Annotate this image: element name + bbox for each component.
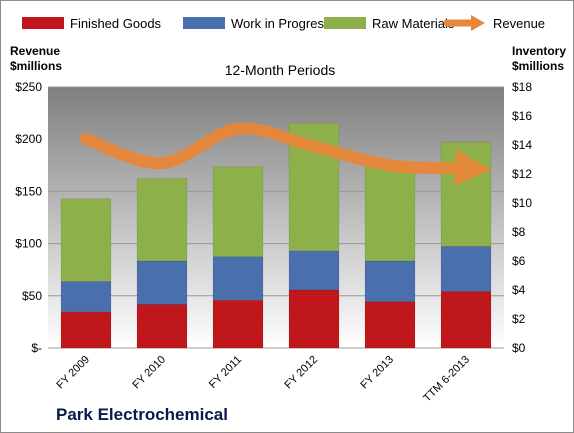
bar-raw-materials: [364, 163, 416, 262]
company-name: Park Electrochemical: [56, 405, 228, 424]
right-tick-label: $0: [512, 341, 526, 355]
left-axis-title: Revenue $millions: [10, 44, 62, 74]
right-tick-label: $2: [512, 312, 526, 326]
bar-finished-goods: [288, 289, 340, 349]
revenue-line: [80, 122, 492, 186]
left-tick-label: $200: [15, 132, 42, 146]
bar-work-in-progress: [60, 281, 112, 312]
left-tick-label: $250: [15, 80, 42, 94]
left-axis-title-line2: $millions: [10, 59, 63, 73]
left-tick-label: $50: [22, 289, 42, 303]
chart-title: 12-Month Periods: [225, 62, 336, 78]
bar-finished-goods: [440, 291, 492, 349]
x-tick-label: FY 2013: [358, 354, 396, 392]
right-tick-label: $18: [512, 80, 532, 94]
x-tick-label: FY 2012: [282, 354, 320, 392]
left-tick-label: $150: [15, 184, 42, 198]
legend-swatch: [22, 17, 64, 29]
legend-label: Revenue: [493, 16, 545, 31]
legend-swatch: [183, 17, 225, 29]
bar-work-in-progress: [136, 260, 188, 305]
legend-label: Raw Materials: [372, 16, 455, 31]
plot-area: [48, 87, 504, 348]
legend-label: Work in Progress: [231, 16, 331, 31]
bar-raw-materials: [440, 141, 492, 247]
legend-swatch: [324, 17, 366, 29]
right-tick-label: $8: [512, 225, 526, 239]
right-axis-title: Inventory $millions: [512, 44, 567, 74]
left-axis-ticks: $- $50 $100 $150 $200 $250: [15, 80, 42, 355]
legend-label: Finished Goods: [70, 16, 162, 31]
left-tick-label: $100: [15, 237, 42, 251]
left-axis-title-line1: Revenue: [10, 44, 61, 58]
right-tick-label: $14: [512, 138, 532, 152]
bar-raw-materials: [60, 198, 112, 282]
legend: Finished Goods Work in Progress Raw Materi…: [22, 15, 545, 31]
bar-finished-goods: [136, 304, 188, 349]
right-tick-label: $10: [512, 196, 532, 210]
left-tick-label: $-: [31, 341, 42, 355]
x-tick-label: FY 2010: [130, 354, 168, 392]
x-tick-label: FY 2009: [54, 354, 92, 392]
right-axis-ticks: $0 $2 $4 $6 $8 $10 $12 $14 $16 $18: [512, 80, 532, 355]
bar-work-in-progress: [440, 246, 492, 292]
right-tick-label: $4: [512, 283, 526, 297]
bar-work-in-progress: [288, 250, 340, 291]
bar-raw-materials: [136, 178, 188, 262]
bar-finished-goods: [364, 301, 416, 349]
legend-arrow-icon: [471, 15, 485, 31]
right-tick-label: $16: [512, 109, 532, 123]
bar-work-in-progress: [364, 260, 416, 302]
bar-finished-goods: [60, 311, 112, 349]
bar-series-group: [60, 123, 492, 349]
x-tick-label: TTM 6-2013: [421, 354, 472, 405]
right-axis-title-line1: Inventory: [512, 44, 567, 58]
right-tick-label: $6: [512, 254, 526, 268]
revenue-line-group: [80, 122, 492, 186]
x-axis-ticks: FY 2009 FY 2010 FY 2011 FY 2012 FY 2013 TTM 6…: [54, 354, 472, 405]
right-axis-title-line2: $millions: [512, 59, 565, 73]
bar-work-in-progress: [212, 256, 264, 301]
right-tick-label: $12: [512, 167, 532, 181]
x-tick-label: FY 2011: [207, 354, 244, 391]
bar-finished-goods: [212, 299, 264, 349]
bar-raw-materials: [212, 166, 264, 257]
